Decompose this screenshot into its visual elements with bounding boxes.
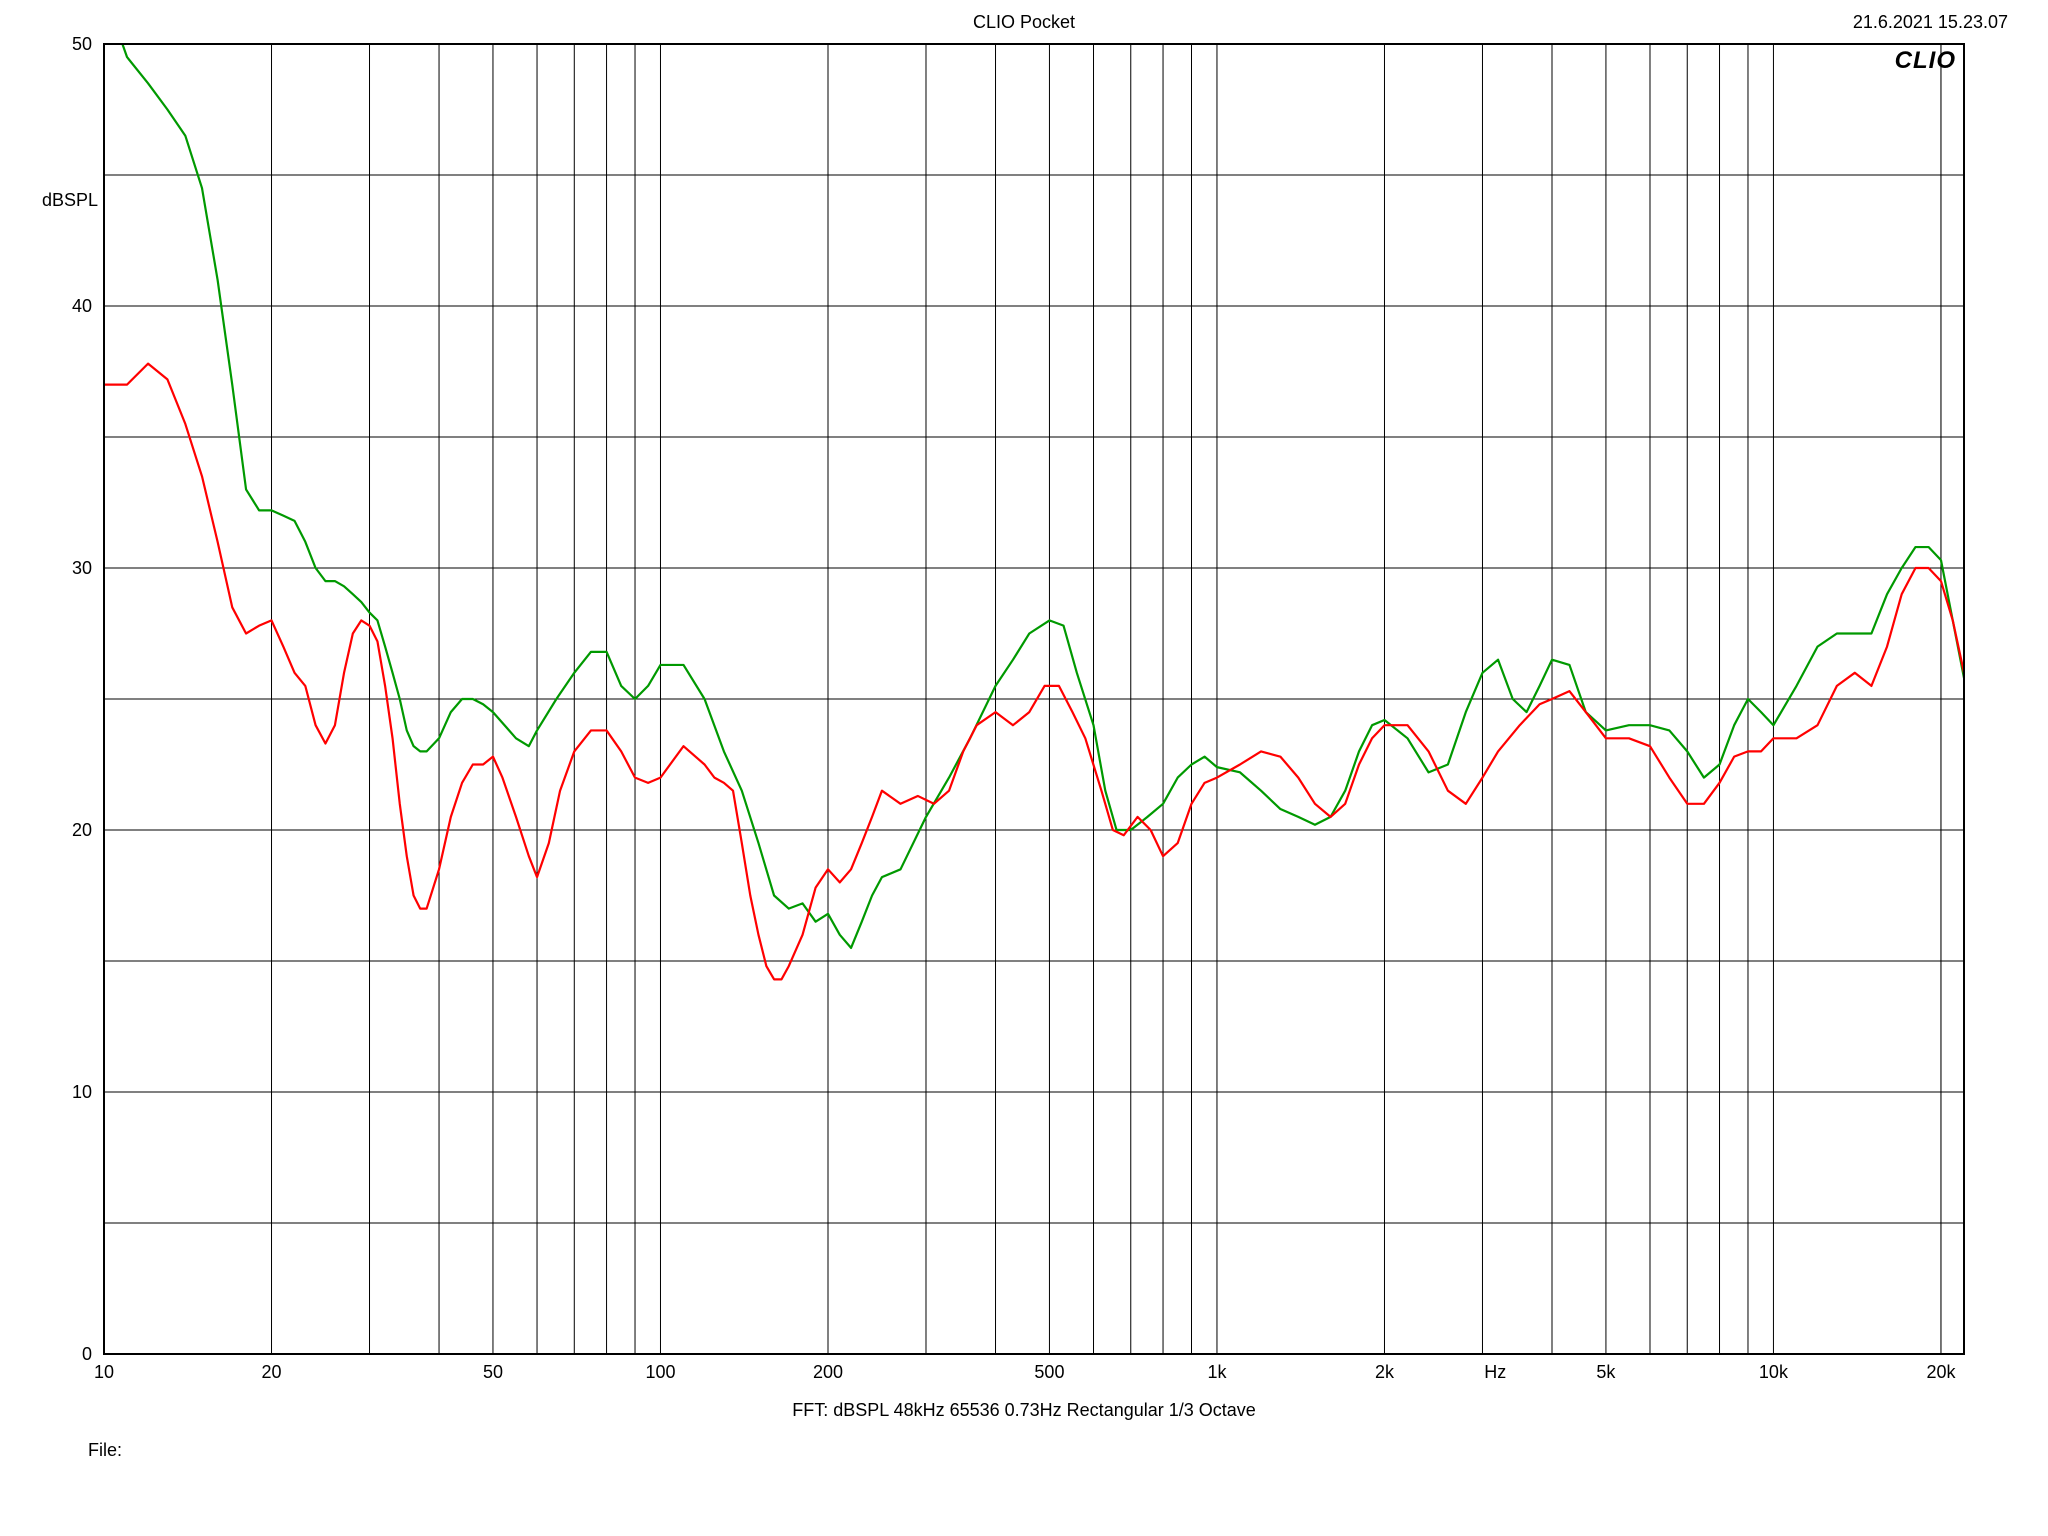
svg-text:500: 500: [1034, 1362, 1064, 1382]
svg-text:20: 20: [72, 820, 92, 840]
svg-text:50: 50: [72, 34, 92, 54]
svg-text:40: 40: [72, 296, 92, 316]
svg-text:200: 200: [813, 1362, 843, 1382]
svg-text:20k: 20k: [1926, 1362, 1956, 1382]
chart-series-group: [104, 0, 1964, 979]
svg-text:50: 50: [483, 1362, 503, 1382]
svg-text:10k: 10k: [1759, 1362, 1789, 1382]
svg-text:0: 0: [82, 1344, 92, 1364]
svg-text:10: 10: [94, 1362, 114, 1382]
frequency-response-chart: 010203040501020501002005001k2k5k10k20kHz…: [0, 0, 2048, 1470]
clio-logo: CLIO: [1895, 47, 1956, 74]
svg-text:10: 10: [72, 1082, 92, 1102]
y-axis-unit-label: dBSPL: [18, 190, 98, 211]
svg-text:Hz: Hz: [1484, 1362, 1506, 1382]
svg-text:5k: 5k: [1596, 1362, 1616, 1382]
file-label: File:: [88, 1440, 122, 1461]
svg-text:1k: 1k: [1207, 1362, 1227, 1382]
chart-axis-labels: 010203040501020501002005001k2k5k10k20kHz: [72, 34, 1957, 1382]
chart-grid: [104, 44, 1964, 1354]
trace-green: [104, 0, 1964, 948]
svg-text:30: 30: [72, 558, 92, 578]
trace-red: [104, 364, 1964, 980]
svg-text:2k: 2k: [1375, 1362, 1395, 1382]
svg-text:20: 20: [262, 1362, 282, 1382]
chart-footer-caption: FFT: dBSPL 48kHz 65536 0.73Hz Rectangula…: [0, 1400, 2048, 1421]
page-root: CLIO Pocket 21.6.2021 15.23.07 010203040…: [0, 0, 2048, 1536]
svg-text:100: 100: [645, 1362, 675, 1382]
